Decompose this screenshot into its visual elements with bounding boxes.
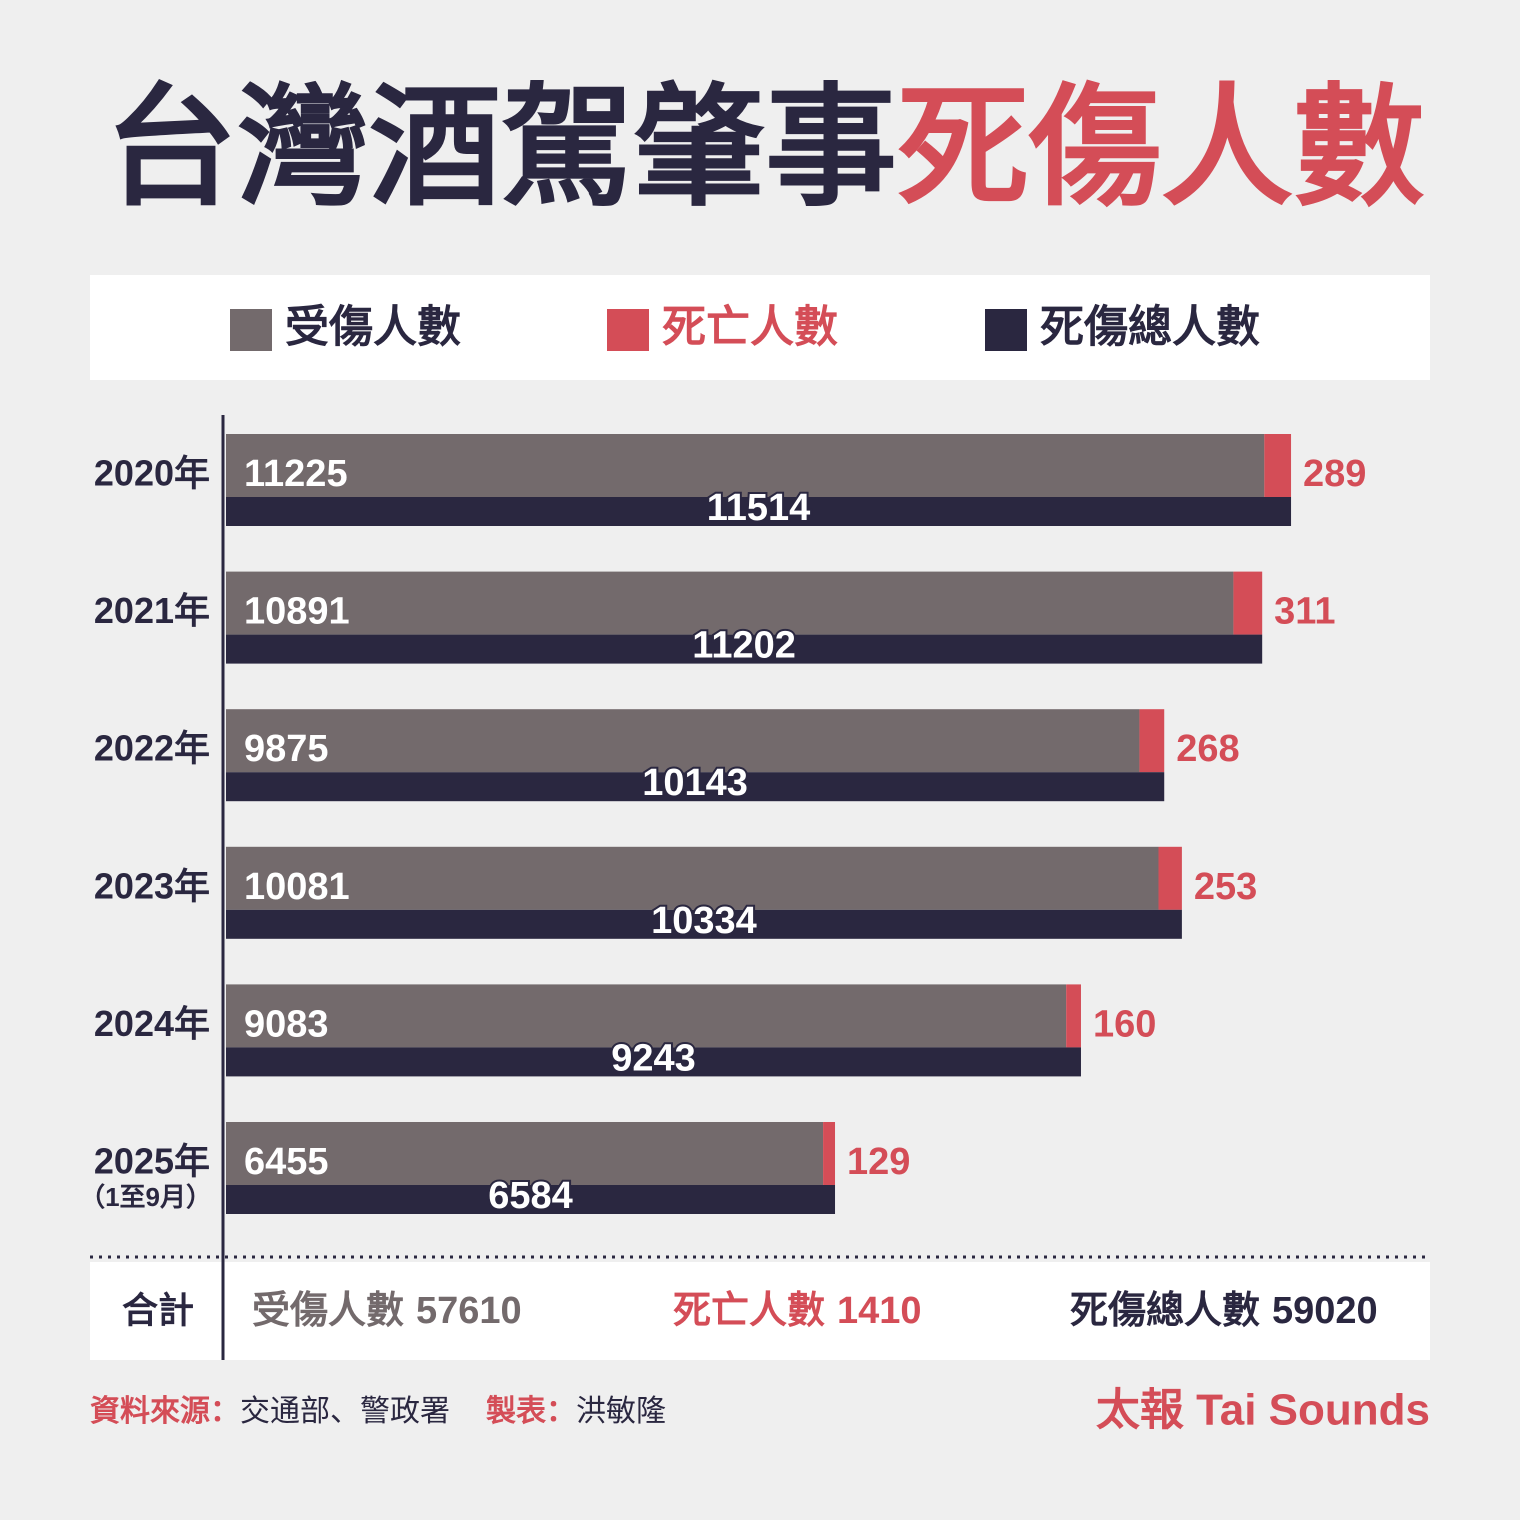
bar-injured bbox=[226, 846, 1159, 910]
y-tick-label: 2023年 bbox=[94, 865, 210, 906]
title-main: 台灣酒駕肇事 bbox=[105, 74, 897, 221]
bar-injured bbox=[226, 571, 1234, 635]
bar-injured bbox=[226, 984, 1067, 1048]
bar-total bbox=[226, 497, 1292, 526]
value-label: 129 bbox=[847, 1141, 910, 1183]
total-value: 59020 bbox=[1272, 1290, 1378, 1332]
legend-label: 死亡人數 bbox=[662, 303, 838, 352]
value-label: 9243 bbox=[611, 1037, 696, 1079]
legend-swatch bbox=[985, 309, 1027, 351]
value-label: 11202 bbox=[692, 625, 796, 667]
brand: 太報 Tai Sounds bbox=[1096, 1386, 1430, 1435]
value-label: 10081 bbox=[244, 866, 350, 908]
value-label: 10891 bbox=[244, 591, 350, 633]
total-name: 死亡人數 bbox=[673, 1290, 825, 1332]
y-tick-label: 2025年 bbox=[94, 1141, 210, 1182]
bar-deaths bbox=[1066, 984, 1081, 1048]
bar-injured bbox=[226, 709, 1140, 773]
maker: 洪敏隆 bbox=[576, 1395, 666, 1428]
bar-injured bbox=[226, 434, 1265, 497]
category-note: （1至9月） bbox=[79, 1182, 212, 1212]
total-value: 57610 bbox=[416, 1290, 522, 1332]
y-tick-label: 2024年 bbox=[94, 1003, 210, 1044]
value-label: 9083 bbox=[244, 1003, 329, 1045]
source-label: 資料來源： bbox=[90, 1395, 240, 1428]
total-value: 1410 bbox=[837, 1290, 922, 1332]
maker-label: 製表： bbox=[486, 1395, 576, 1428]
bar-total bbox=[226, 1185, 836, 1214]
total-name: 死傷總人數 bbox=[1070, 1290, 1260, 1332]
footer-credit: 資料來源：交通部、警政署 製表：洪敏隆 bbox=[90, 1395, 666, 1428]
total-item: 死傷總人數 59020 bbox=[1070, 1290, 1378, 1332]
value-label: 311 bbox=[1274, 591, 1335, 633]
value-label: 6584 bbox=[488, 1175, 573, 1217]
totals-box bbox=[90, 1262, 1430, 1360]
value-label: 10334 bbox=[651, 900, 757, 942]
title-highlight: 死傷人數 bbox=[897, 74, 1425, 221]
bar-total bbox=[226, 772, 1165, 802]
y-tick-label: 2022年 bbox=[94, 728, 210, 769]
bar-deaths bbox=[1158, 846, 1182, 910]
bar-injured bbox=[226, 1122, 824, 1185]
total-item: 死亡人數 1410 bbox=[673, 1290, 922, 1332]
value-label: 253 bbox=[1194, 866, 1257, 908]
value-label: 11514 bbox=[707, 487, 811, 529]
legend-label: 受傷人數 bbox=[285, 303, 461, 352]
bar-deaths bbox=[823, 1122, 836, 1185]
legend-label: 死傷總人數 bbox=[1040, 303, 1260, 352]
legend-swatch bbox=[607, 309, 649, 351]
source: 交通部、警政署 bbox=[240, 1395, 450, 1428]
value-label: 10143 bbox=[642, 762, 748, 804]
total-name: 受傷人數 bbox=[252, 1290, 404, 1332]
value-label: 268 bbox=[1176, 728, 1239, 770]
bar-deaths bbox=[1264, 434, 1292, 497]
value-label: 289 bbox=[1303, 453, 1366, 495]
y-tick-label: 2020年 bbox=[94, 453, 210, 494]
value-label: 160 bbox=[1093, 1003, 1156, 1045]
bar-total bbox=[226, 909, 1182, 939]
total-item: 受傷人數 57610 bbox=[252, 1290, 522, 1332]
bar-deaths bbox=[1139, 709, 1165, 773]
chart-title: 台灣酒駕肇事死傷人數 bbox=[105, 74, 1425, 221]
bar-deaths bbox=[1233, 571, 1263, 635]
legend-box bbox=[90, 275, 1430, 380]
value-label: 9875 bbox=[244, 728, 329, 770]
totals-label: 合計 bbox=[122, 1290, 194, 1331]
value-label: 11225 bbox=[244, 453, 348, 495]
value-label: 6455 bbox=[244, 1141, 329, 1183]
bar-total bbox=[226, 1047, 1081, 1077]
bar-total bbox=[226, 634, 1263, 664]
legend-swatch bbox=[230, 309, 272, 351]
y-tick-label: 2021年 bbox=[94, 590, 210, 631]
